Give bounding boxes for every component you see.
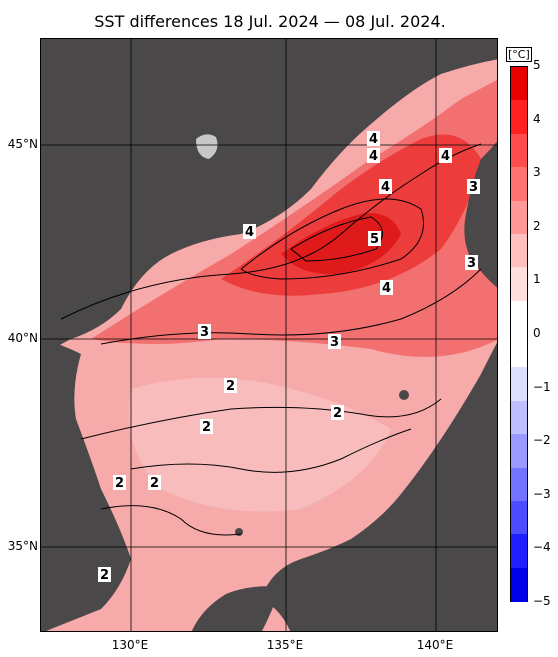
contour-label: 4	[382, 281, 391, 296]
island-north	[196, 134, 218, 159]
colorbar	[510, 66, 528, 602]
contour-label-2: 2	[200, 419, 213, 435]
contour-label: 4	[369, 149, 378, 164]
contour-label: 3	[330, 335, 339, 350]
contour-label: 4	[441, 149, 450, 164]
contour-label-5: 5	[368, 231, 381, 247]
island-sado	[399, 390, 409, 400]
contour-label: 4	[369, 132, 378, 147]
colorbar-segment	[511, 434, 527, 468]
contour-label: 4	[245, 225, 254, 240]
contour-label-3: 3	[467, 179, 480, 195]
contour-label-4: 4	[367, 131, 380, 147]
colorbar-tick-label: −3	[533, 486, 551, 501]
colorbar-tick-label: −1	[533, 379, 551, 394]
colorbar-tick-label: 3	[533, 165, 541, 180]
colorbar-segment	[511, 100, 527, 135]
land-honshu	[261, 342, 497, 631]
contour-label: 3	[467, 256, 476, 271]
land-continent	[41, 39, 497, 359]
contour-label: 2	[115, 476, 124, 491]
lon-label-135e: 135°E	[266, 638, 304, 652]
contour-label-4: 4	[439, 148, 452, 164]
lon-label-130e: 130°E	[111, 638, 149, 652]
colorbar-segment	[511, 534, 527, 569]
land-korea	[41, 339, 131, 631]
contour-label: 5	[370, 232, 379, 247]
colorbar-segment	[511, 133, 527, 168]
contour-label: 2	[150, 476, 159, 491]
contour-label: 2	[100, 568, 109, 583]
colorbar-segment	[511, 167, 527, 201]
contour-label: 2	[333, 406, 342, 421]
colorbar-segment	[511, 267, 527, 302]
land-hokkaido	[464, 141, 497, 288]
contour-label-2: 2	[331, 405, 344, 421]
contour-label-2: 2	[98, 567, 111, 583]
lat-label-45n: 45°N	[7, 137, 38, 151]
contour-label-2: 2	[224, 378, 237, 394]
contour-label-4: 4	[380, 280, 393, 296]
lon-label-140e: 140°E	[416, 638, 454, 652]
contour-label: 4	[381, 180, 390, 195]
contour-label: 3	[469, 180, 478, 195]
colorbar-tick-label: −2	[533, 433, 551, 448]
colorbar-tick-label: −5	[533, 594, 551, 608]
contour-label-2: 2	[113, 475, 126, 491]
sea-cool-patch	[129, 377, 391, 512]
colorbar-tick-label: 2	[533, 218, 541, 233]
contour-label-4: 4	[379, 179, 392, 195]
colorbar-segment	[511, 367, 527, 402]
colorbar-tick-label: 1	[533, 272, 541, 287]
contour-label: 3	[200, 325, 209, 340]
contour-label-4: 4	[243, 224, 256, 240]
colorbar-segment	[511, 467, 527, 502]
colorbar-segment	[511, 300, 527, 335]
colorbar-unit: [°C]	[506, 47, 532, 62]
lat-label-35n: 35°N	[7, 539, 38, 553]
sea-max-core	[281, 213, 401, 275]
colorbar-tick-label: 5	[533, 58, 541, 72]
contour-label-group: 4 4 4 4 4 4 5 3 3 3 3 2 2 2 2 2 2	[98, 131, 480, 583]
map-title: SST differences 18 Jul. 2024 — 08 Jul. 2…	[94, 12, 446, 31]
colorbar-segment	[511, 67, 527, 101]
colorbar-segment	[511, 400, 527, 435]
colorbar-tick-label: 4	[533, 111, 541, 126]
contour-label-2: 2	[148, 475, 161, 491]
contour-label-3: 3	[198, 324, 211, 340]
contour-label-4: 4	[367, 148, 380, 164]
contour-lines	[60, 143, 482, 536]
colorbar-segment	[511, 567, 527, 602]
colorbar-segment	[511, 233, 527, 268]
sea-warm-band	[91, 80, 497, 357]
graticule	[41, 39, 497, 631]
colorbar-tick-label: −4	[533, 540, 551, 555]
colorbar-segment	[511, 334, 527, 368]
land-western-japan	[191, 586, 281, 631]
contour-label-3: 3	[465, 255, 478, 271]
colorbar-tick-label: 0	[533, 326, 541, 340]
contour-label: 2	[202, 420, 211, 435]
colorbar-segment	[511, 200, 527, 235]
lat-label-40n: 40°N	[7, 331, 38, 345]
sst-map: 4 4 4 4 4 4 5 3 3 3 3 2 2 2 2 2 2	[40, 38, 498, 632]
contour-label-3: 3	[328, 334, 341, 350]
colorbar-segment	[511, 500, 527, 535]
contour-label: 2	[226, 379, 235, 394]
